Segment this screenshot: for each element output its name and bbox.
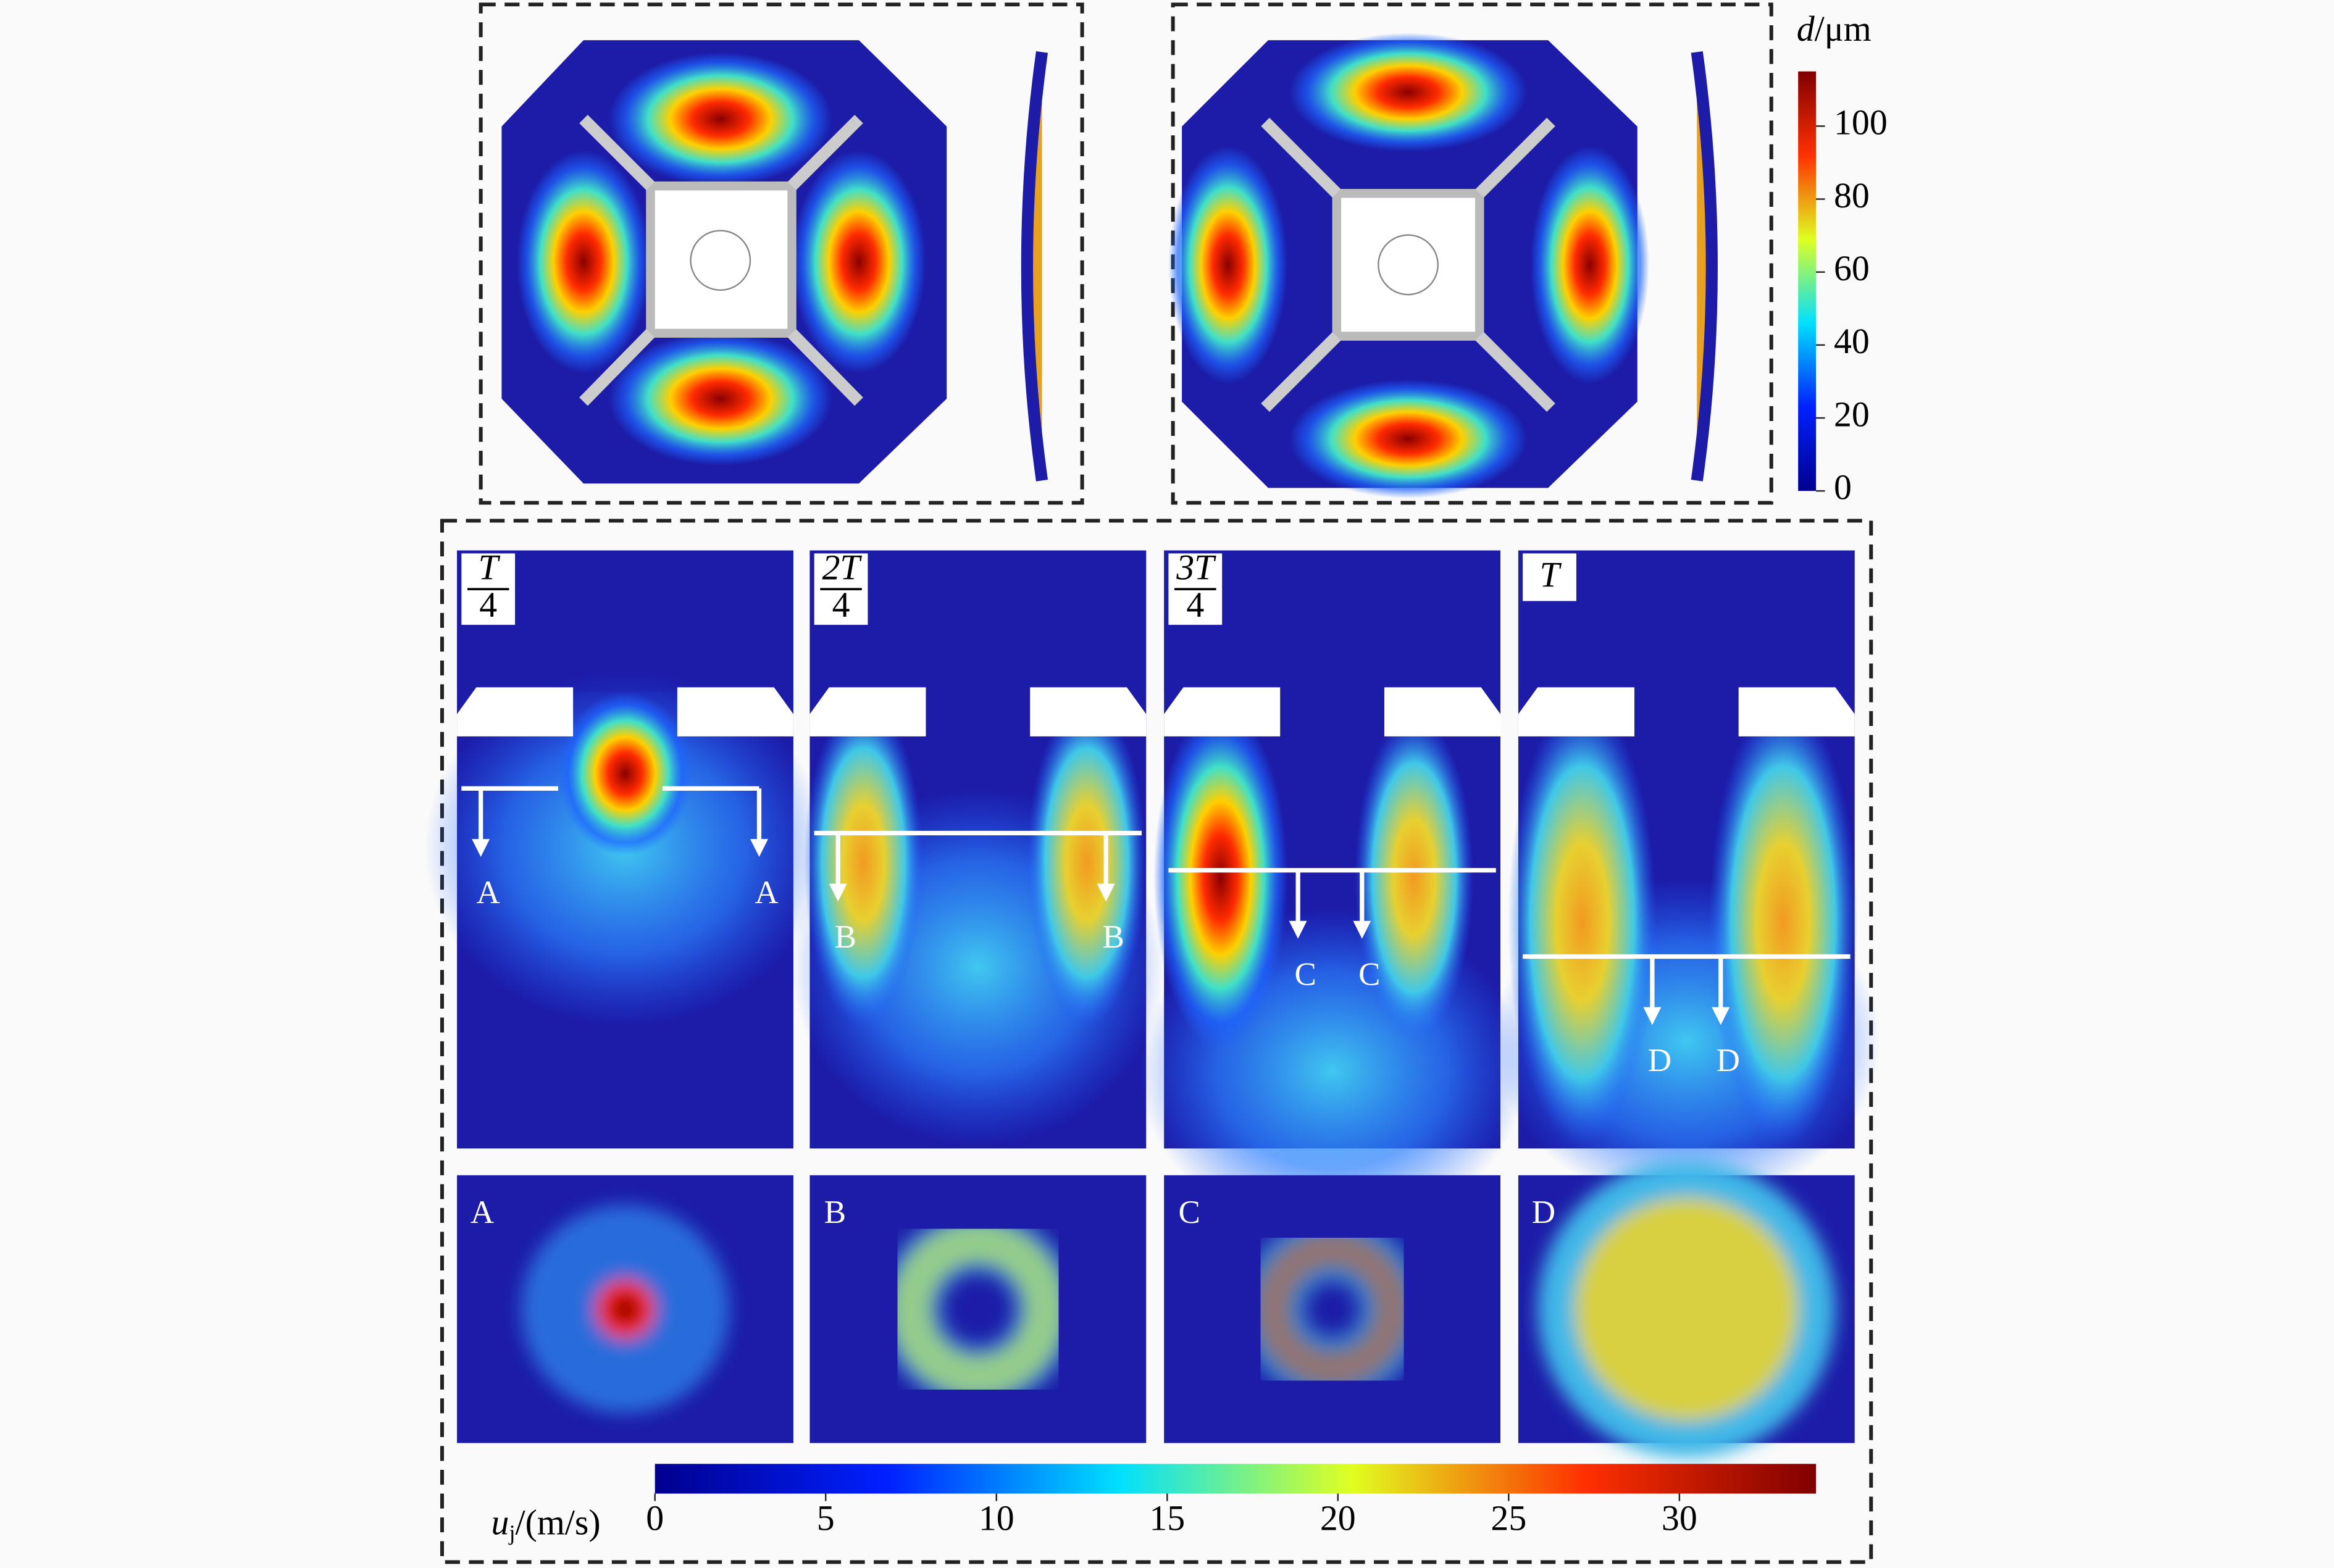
- nozzle: [1164, 687, 1281, 736]
- colorbar-tick-label: 100: [1834, 102, 1888, 143]
- section-label: C: [1358, 956, 1380, 992]
- colorbar-tick-label: 20: [1320, 1498, 1356, 1538]
- section-panel: B: [809, 1175, 1147, 1443]
- time-label: 4: [1186, 585, 1204, 625]
- colorbar-tick-label: 60: [1834, 248, 1870, 288]
- nozzle: [677, 687, 793, 736]
- colorbar-label: d/μm: [1797, 9, 1872, 49]
- field-blob: [1508, 699, 1657, 1146]
- colorbar-tick-label: 10: [979, 1498, 1014, 1538]
- disc: [1575, 1197, 1799, 1421]
- membrane-mode-2: [1168, 33, 1718, 499]
- section-panel: D: [1518, 1160, 1855, 1458]
- section-field: [521, 1204, 730, 1414]
- field-blob: [1709, 699, 1858, 1146]
- core: [610, 1294, 640, 1324]
- section-panel: C: [1164, 1175, 1500, 1443]
- flow-panel: B B 2T4: [792, 548, 1165, 1149]
- section-title: A: [471, 1195, 494, 1230]
- nozzle: [1384, 687, 1500, 736]
- section-panel: A: [457, 1175, 793, 1443]
- colorbar-tick-label: 20: [1834, 394, 1870, 434]
- section-field: [1238, 1215, 1426, 1403]
- section-field: [1537, 1160, 1836, 1458]
- nozzle: [809, 687, 926, 736]
- colorbar-tick-label: 0: [1834, 467, 1852, 507]
- section-title: C: [1178, 1195, 1200, 1230]
- time-label: 4: [479, 585, 497, 625]
- section-title: B: [824, 1195, 846, 1230]
- field-blob: [1153, 706, 1288, 1049]
- field-blob: [558, 691, 692, 856]
- colorbar: [655, 1464, 1817, 1494]
- colorbar-tick-label: 15: [1149, 1498, 1185, 1538]
- frame: [1171, 2, 1773, 505]
- time-label: T: [479, 548, 501, 588]
- colorbar-tick-label: 40: [1834, 321, 1870, 361]
- section-field: [878, 1209, 1078, 1409]
- nozzle: [1030, 687, 1147, 736]
- colorbar-tick-label: 0: [646, 1498, 664, 1538]
- section-label: C: [1295, 956, 1316, 992]
- ring: [1238, 1215, 1426, 1403]
- section-label: A: [755, 875, 778, 911]
- ring: [878, 1209, 1078, 1409]
- flow-panel: D D T: [1492, 550, 1880, 1205]
- section-label: A: [477, 875, 500, 911]
- frame: [479, 2, 1084, 505]
- time-label: 3T: [1176, 548, 1216, 588]
- time-label: 2T: [822, 548, 863, 588]
- flow-panel: C C 3T4: [1139, 548, 1526, 1235]
- section-label: B: [1103, 919, 1124, 955]
- colorbar-tick-label: 5: [817, 1498, 835, 1538]
- nozzle: [457, 687, 574, 736]
- nozzle: [1738, 687, 1855, 736]
- membrane-mode-1: [501, 40, 1048, 484]
- time-label-box: [1523, 553, 1576, 601]
- frame: [440, 519, 1873, 1564]
- colorbar-tick-label: 80: [1834, 175, 1870, 215]
- field-blob: [1027, 699, 1147, 1027]
- nozzle: [1518, 687, 1634, 736]
- field-blob: [1354, 714, 1474, 1041]
- time-label: 4: [832, 585, 850, 625]
- field-blob: [803, 699, 923, 1027]
- section-label: D: [1717, 1043, 1740, 1078]
- flow-panel: A A T4: [424, 548, 826, 1149]
- colorbar-label: uj/(m/s): [491, 1503, 601, 1545]
- colorbar-tick-label: 25: [1491, 1498, 1526, 1538]
- time-label: T: [1539, 555, 1562, 595]
- colorbar: [1798, 71, 1817, 491]
- section-label: B: [835, 919, 856, 955]
- section-label: D: [1648, 1043, 1671, 1078]
- section-title: D: [1532, 1195, 1555, 1230]
- colorbar-tick-label: 30: [1662, 1498, 1697, 1538]
